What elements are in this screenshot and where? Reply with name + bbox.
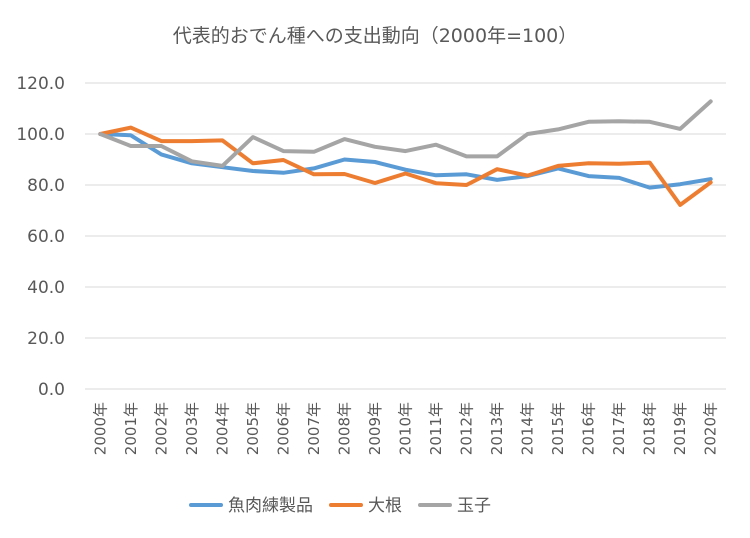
x-tick-label: 2014年 [519, 402, 537, 455]
x-tick-label: 2017年 [610, 402, 628, 455]
x-tick-label: 2006年 [274, 402, 292, 455]
legend-label: 魚肉練製品 [228, 496, 313, 516]
y-tick-label: 60.0 [27, 227, 65, 247]
y-tick-label: 100.0 [16, 125, 65, 145]
x-tick-label: 2019年 [671, 402, 689, 455]
x-tick-label: 2015年 [549, 402, 567, 455]
x-axis-ticks: 2000年 2001年 2002年 2003年 2004年 2005年 2006年 2007年… [91, 402, 719, 455]
x-tick-label: 2018年 [641, 402, 659, 455]
y-axis-ticks: 0.0 20.0 40.0 60.0 80.0 100.0 120.0 [16, 74, 65, 400]
x-tick-label: 2010年 [397, 402, 415, 455]
x-tick-label: 2001年 [122, 402, 140, 455]
x-tick-label: 2003年 [183, 402, 201, 455]
x-tick-label: 2000年 [91, 402, 109, 455]
series-line [98, 125, 713, 207]
x-tick-label: 2007年 [305, 402, 323, 455]
x-tick-label: 2012年 [458, 402, 476, 455]
x-tick-label: 2008年 [335, 402, 353, 455]
y-tick-label: 0.0 [38, 380, 65, 400]
y-tick-label: 20.0 [27, 329, 65, 349]
legend-label: 玉子 [457, 496, 491, 516]
x-tick-label: 2004年 [213, 402, 231, 455]
series-line [98, 99, 713, 168]
series-lines [98, 99, 713, 207]
grid-lines [85, 82, 726, 390]
legend-label: 大根 [368, 496, 402, 516]
y-tick-label: 80.0 [27, 176, 65, 196]
y-tick-label: 40.0 [27, 278, 65, 298]
x-tick-label: 2005年 [244, 402, 262, 455]
chart-title: 代表的おでん種への支出動向（2000年=100） [173, 25, 578, 47]
x-tick-label: 2013年 [488, 402, 506, 455]
x-tick-label: 2020年 [702, 402, 720, 455]
x-tick-label: 2016年 [580, 402, 598, 455]
y-tick-label: 120.0 [16, 74, 65, 94]
legend: 魚肉練製品 大根 玉子 [189, 496, 491, 516]
x-tick-label: 2002年 [152, 402, 170, 455]
x-tick-label: 2011年 [427, 402, 445, 455]
x-tick-label: 2009年 [366, 402, 384, 455]
